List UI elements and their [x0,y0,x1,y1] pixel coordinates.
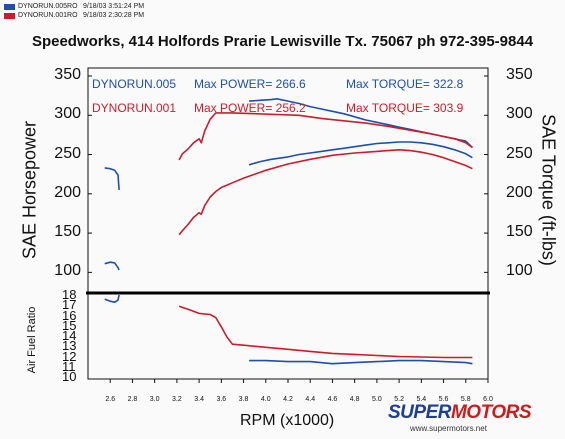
afr-tick-label: 18 [62,287,77,302]
chart-title: Speedworks, 414 Holfords Prarie Lewisvil… [31,33,534,50]
x-tick-label: 3.0 [149,396,160,403]
x-axis-label: RPM (x1000) [240,412,335,429]
supermotors-logo: SUPERMOTORS [388,402,532,424]
dyno-dynorun-005-power-line [248,141,473,166]
legend-run005-torque: Max TORQUE= 322.8 [346,77,464,91]
legend-run001-torque: Max TORQUE= 303.9 [346,101,464,115]
x-tick-label: 4.6 [327,396,338,403]
y-axis-label-horsepower: SAE Horsepower [19,120,40,260]
afr-tick-label: 17 [62,297,77,313]
x-tick-label: 3.8 [238,396,249,403]
file-name-001: DYNORUN.001RO [18,12,78,19]
file-date-005: 9/18/03 3:51:24 PM [83,3,145,10]
afr-tick-label: 13 [62,338,77,354]
torque-tick-label: 250 [506,144,533,162]
torque-tick-label: 150 [506,223,533,241]
hp-tick-label: 150 [54,223,81,241]
x-tick-label: 4.4 [305,396,316,403]
torque-tick-label: 100 [506,262,533,280]
afr-dynorun-001-line [178,305,473,359]
afr-tick-label: 12 [62,348,77,364]
x-tick-label: 3.2 [172,396,182,403]
hp-tick-label: 300 [54,105,81,123]
x-tick-label: 5.0 [372,396,382,403]
dyno-dynorun-001-torque-line [178,112,473,161]
x-tick-label: 4.2 [283,396,293,403]
torque-tick-label: 350 [506,66,533,83]
y-axis-label-afr: Air Fuel Ratio [26,306,38,374]
file-row-005: DYNORUN.005RO 9/18/03 3:51:24 PM [4,3,144,10]
hp-tick-label: 350 [54,66,81,83]
legend-run005-name: DYNORUN.005 [92,77,177,91]
file-swatch-001 [4,12,15,19]
afr-tick-label: 16 [62,307,77,323]
x-tick-label: 5.2 [394,396,404,403]
afr-dynorun-005-line [104,294,120,304]
x-tick-label: 2.6 [105,396,116,403]
legend-run005-power: Max POWER= 266.6 [194,77,306,91]
x-tick-label: 3.6 [216,396,227,403]
legend-run001-name: DYNORUN.001 [92,101,177,115]
dyno-dynorun-005-torque-line [104,167,120,190]
x-tick-label: 5.6 [438,396,449,403]
x-tick-label: 5.8 [460,396,471,403]
hp-tick-label: 250 [54,144,81,162]
afr-tick-label: 10 [62,369,77,384]
hp-tick-label: 100 [54,262,81,280]
file-swatch-005 [4,3,15,10]
logo-motors: MOTORS [450,402,532,423]
torque-tick-label: 300 [506,105,533,123]
hp-tick-label: 200 [54,183,81,201]
x-tick-label: 4.0 [260,396,271,403]
logo-super: SUPER [388,402,451,423]
supermotors-url: www.supermotors.net [410,424,487,433]
dyno-dynorun-005-power-line [104,261,120,271]
legend-run001-power: Max POWER= 256.2 [194,101,306,115]
torque-tick-label: 200 [506,183,533,201]
y-axis-label-torque: SAE Torque (ft-lbs) [538,114,559,266]
x-tick-label: 2.8 [127,396,138,403]
file-row-001: DYNORUN.001RO 9/18/03 2:30:28 PM [4,12,144,19]
file-date-001: 9/18/03 2:30:28 PM [83,12,145,19]
afr-tick-label: 11 [62,358,76,374]
x-tick-label: 3.4 [194,396,204,403]
x-tick-label: 5.4 [416,396,427,403]
afr-tick-label: 15 [62,317,77,333]
x-tick-label: 6.0 [483,396,493,403]
afr-tick-label: 14 [62,328,77,343]
dyno-dynorun-001-power-line [178,149,473,236]
afr-dynorun-005-line [249,359,473,365]
file-name-005: DYNORUN.005RO [18,3,78,10]
x-tick-label: 4.8 [349,396,360,403]
